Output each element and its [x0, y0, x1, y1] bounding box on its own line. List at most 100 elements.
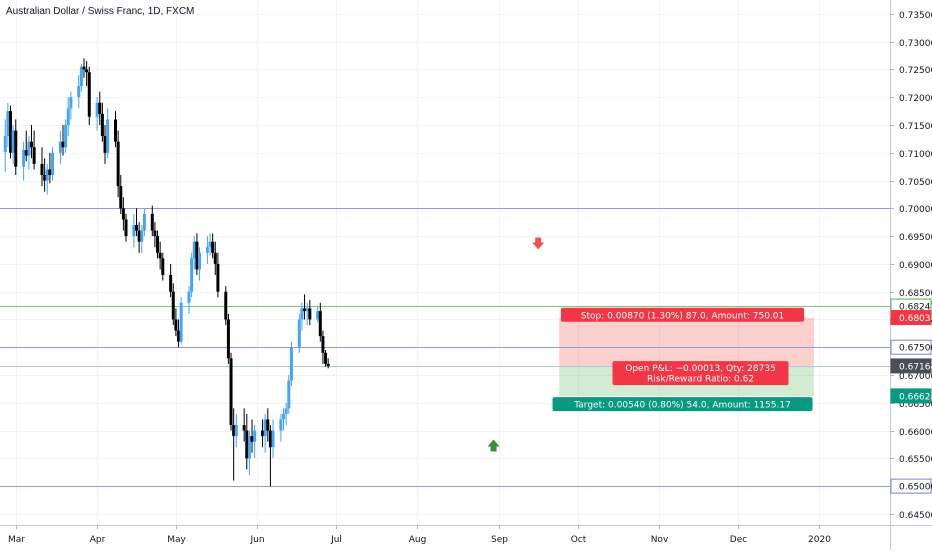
candle-body [226, 319, 230, 359]
candle [190, 252, 194, 298]
candle [321, 330, 325, 364]
candles [3, 58, 330, 487]
candle-body [308, 308, 312, 320]
candle [132, 213, 136, 248]
candle [45, 163, 49, 195]
candle [161, 252, 165, 281]
candle-body [171, 291, 175, 320]
time-axis[interactable]: Mar Apr May Jun Jul Aug Sep Oct Nov Dec 2020 [8, 525, 831, 545]
candle [79, 63, 83, 92]
candle [116, 130, 120, 198]
price-badge: 0.66624 [890, 388, 932, 404]
candle-body [9, 111, 13, 153]
stop-label[interactable]: Stop: 0.00870 (1.30%) 87.0, Amount: 750.… [560, 307, 805, 322]
candle-body [190, 258, 194, 292]
candle-body [192, 241, 196, 259]
candle-body [119, 186, 123, 209]
candle [24, 130, 28, 162]
candle-body [177, 330, 181, 342]
candle [216, 252, 220, 298]
candle [95, 97, 99, 131]
candle [247, 430, 251, 475]
price-badge-bg [890, 339, 932, 355]
candle [40, 147, 44, 187]
price-badge-bg [890, 310, 932, 326]
position-labels[interactable]: Stop: 0.00870 (1.30%) 87.0, Amount: 750.… [552, 307, 813, 412]
candle-body [205, 247, 209, 253]
candle [43, 158, 47, 192]
grid [0, 0, 890, 525]
price-ranges [559, 317, 814, 397]
candle [58, 130, 62, 164]
candle-body [24, 150, 28, 156]
candle [208, 233, 212, 256]
candle-body [11, 130, 15, 153]
candle-body [87, 72, 91, 117]
candle [100, 102, 104, 142]
candle-body [116, 141, 120, 187]
price-badge-bg [890, 388, 932, 404]
candle-body [140, 230, 144, 242]
candle-body [135, 225, 139, 231]
candle-body [106, 119, 110, 153]
candle [226, 313, 230, 364]
candle [48, 152, 52, 184]
target-label[interactable]: Target: 0.00540 (0.80%) 54.0, Amount: 11… [552, 397, 813, 412]
candle [300, 302, 304, 331]
candle [326, 358, 330, 369]
candle [192, 236, 196, 270]
candle [27, 136, 31, 170]
buy-arrow-icon [487, 439, 500, 452]
stop-label-text: Stop: 0.00870 (1.30%) 87.0, Amount: 750.… [581, 311, 784, 321]
candle [266, 408, 270, 442]
candle [103, 125, 107, 164]
candle [271, 419, 275, 459]
candle-body [179, 302, 183, 342]
markers [487, 237, 545, 452]
candle [142, 208, 146, 237]
candle-body [161, 258, 165, 275]
pnl-label[interactable]: Open P&L: −0.00013, Qty: 28735Risk/Rewar… [612, 361, 789, 386]
candle-body [100, 113, 104, 137]
candle [305, 302, 309, 325]
candle [242, 408, 246, 442]
candle-body [51, 152, 55, 175]
target-label-text: Target: 0.00540 (0.80%) 54.0, Amount: 11… [573, 401, 791, 411]
candle [106, 108, 110, 159]
candle [245, 413, 249, 470]
price-badge-bg [890, 478, 932, 494]
candle-body [22, 150, 26, 167]
time-tick-label: Dec [730, 535, 747, 545]
candle [297, 313, 301, 353]
candle-body [82, 66, 86, 70]
candle-body [321, 336, 325, 353]
candle [135, 208, 139, 237]
candle [174, 308, 178, 337]
candle [232, 408, 236, 481]
time-tick-label: Apr [90, 535, 106, 545]
candle-body [79, 66, 83, 87]
candle-body [271, 430, 275, 448]
candle [3, 119, 7, 173]
candle [261, 419, 265, 448]
candle [284, 402, 288, 425]
candle-body [27, 141, 31, 156]
candle-body [318, 311, 322, 337]
candle-body [232, 425, 236, 437]
candle-body [261, 430, 265, 437]
candle-body [85, 69, 89, 73]
time-tick-label: 2020 [808, 535, 831, 545]
candle [187, 286, 191, 314]
candle [64, 119, 68, 153]
horizontal-lines[interactable] [0, 208, 890, 487]
price-badge-text: 0.68034 [899, 314, 932, 324]
candle [234, 413, 238, 448]
